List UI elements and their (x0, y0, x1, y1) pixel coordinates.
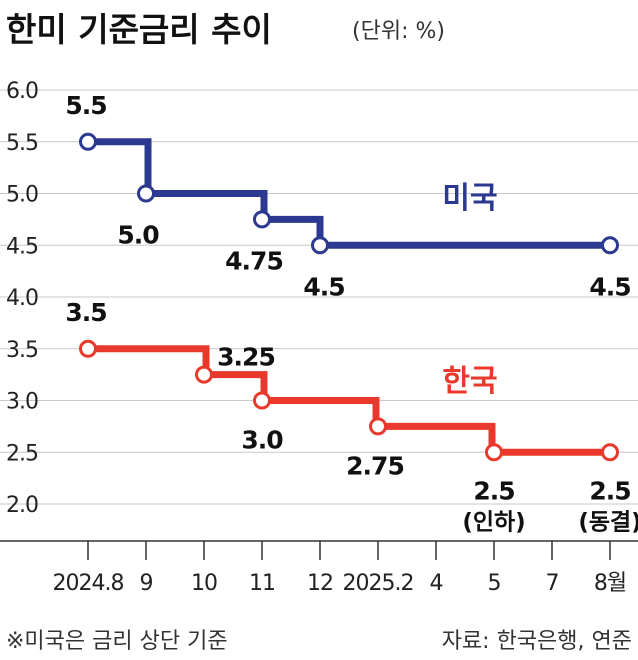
y-tick-label: 2.5 (6, 441, 38, 466)
data-point (79, 339, 97, 358)
x-tick-label: 11 (249, 571, 275, 596)
data-note: (인하) (462, 509, 525, 535)
series-group: 5.5 5.0 4.75 4.5 4.5 미국 3.5 3.25 3.0 2.75 2.5 (인하) 2… (65, 91, 638, 536)
series-name: 미국 (442, 181, 497, 216)
y-tick-label: 3.5 (6, 338, 38, 363)
data-point (485, 443, 503, 462)
series-kr: 3.5 3.25 3.0 2.75 2.5 (인하) 2.5 (동결) 한국 (65, 298, 638, 536)
y-axis-ticks: 6.0 5.5 5.0 4.5 4.0 3.5 3.0 2.5 2.0 (6, 79, 39, 518)
y-tick-label: 4.0 (6, 286, 38, 311)
data-label: 2.75 (346, 451, 404, 480)
footnote: ※미국은 금리 상단 기준 (6, 629, 228, 654)
y-tick-label: 5.5 (6, 131, 38, 156)
series-line (88, 138, 610, 249)
x-tick-label: 4 (430, 571, 443, 596)
y-tick-label: 3.0 (6, 390, 38, 415)
x-tick-label: 5 (488, 571, 501, 596)
data-label: 5.0 (117, 221, 159, 250)
data-label: 3.0 (241, 426, 283, 455)
data-label: 4.5 (589, 272, 630, 301)
y-tick-label: 6.0 (6, 79, 38, 104)
x-tick-label: 12 (307, 571, 333, 596)
data-label: 2.5 (473, 476, 514, 505)
data-point (195, 365, 213, 384)
chart-unit: (단위: %) (352, 19, 445, 44)
data-point (137, 184, 155, 203)
data-point (369, 417, 387, 436)
data-point (253, 391, 271, 410)
data-point (253, 210, 271, 229)
data-point (601, 443, 619, 462)
data-label: 3.5 (65, 298, 106, 327)
x-tick-label: 10 (191, 571, 217, 596)
x-tick-label: 7 (546, 571, 559, 596)
data-label: 5.5 (65, 91, 106, 120)
y-tick-label: 2.0 (6, 493, 38, 518)
x-tick-label: 9 (140, 571, 153, 596)
y-tick-label: 4.5 (6, 234, 38, 259)
series-us: 5.5 5.0 4.75 4.5 4.5 미국 (65, 91, 631, 302)
x-tick-label: 8월 (594, 571, 626, 596)
data-point (311, 236, 329, 255)
x-axis (0, 540, 638, 560)
series-name: 한국 (442, 364, 497, 399)
x-axis-ticks: 2024.8 9 10 11 12 2025.2 4 5 7 8월 (53, 571, 628, 596)
data-label: 4.75 (225, 246, 283, 275)
data-label: 4.5 (303, 272, 344, 301)
chart-title: 한미 기준금리 추이 (6, 10, 272, 49)
data-point (79, 132, 97, 151)
data-label: 2.5 (589, 476, 630, 505)
source-note: 자료: 한국은행, 연준 (442, 629, 632, 654)
data-point (601, 236, 619, 255)
data-note: (동결) (578, 509, 638, 535)
x-tick-label: 2025.2 (343, 571, 414, 596)
data-label: 3.25 (217, 343, 275, 372)
x-tick-label: 2024.8 (53, 571, 124, 596)
y-tick-label: 5.0 (6, 183, 38, 208)
